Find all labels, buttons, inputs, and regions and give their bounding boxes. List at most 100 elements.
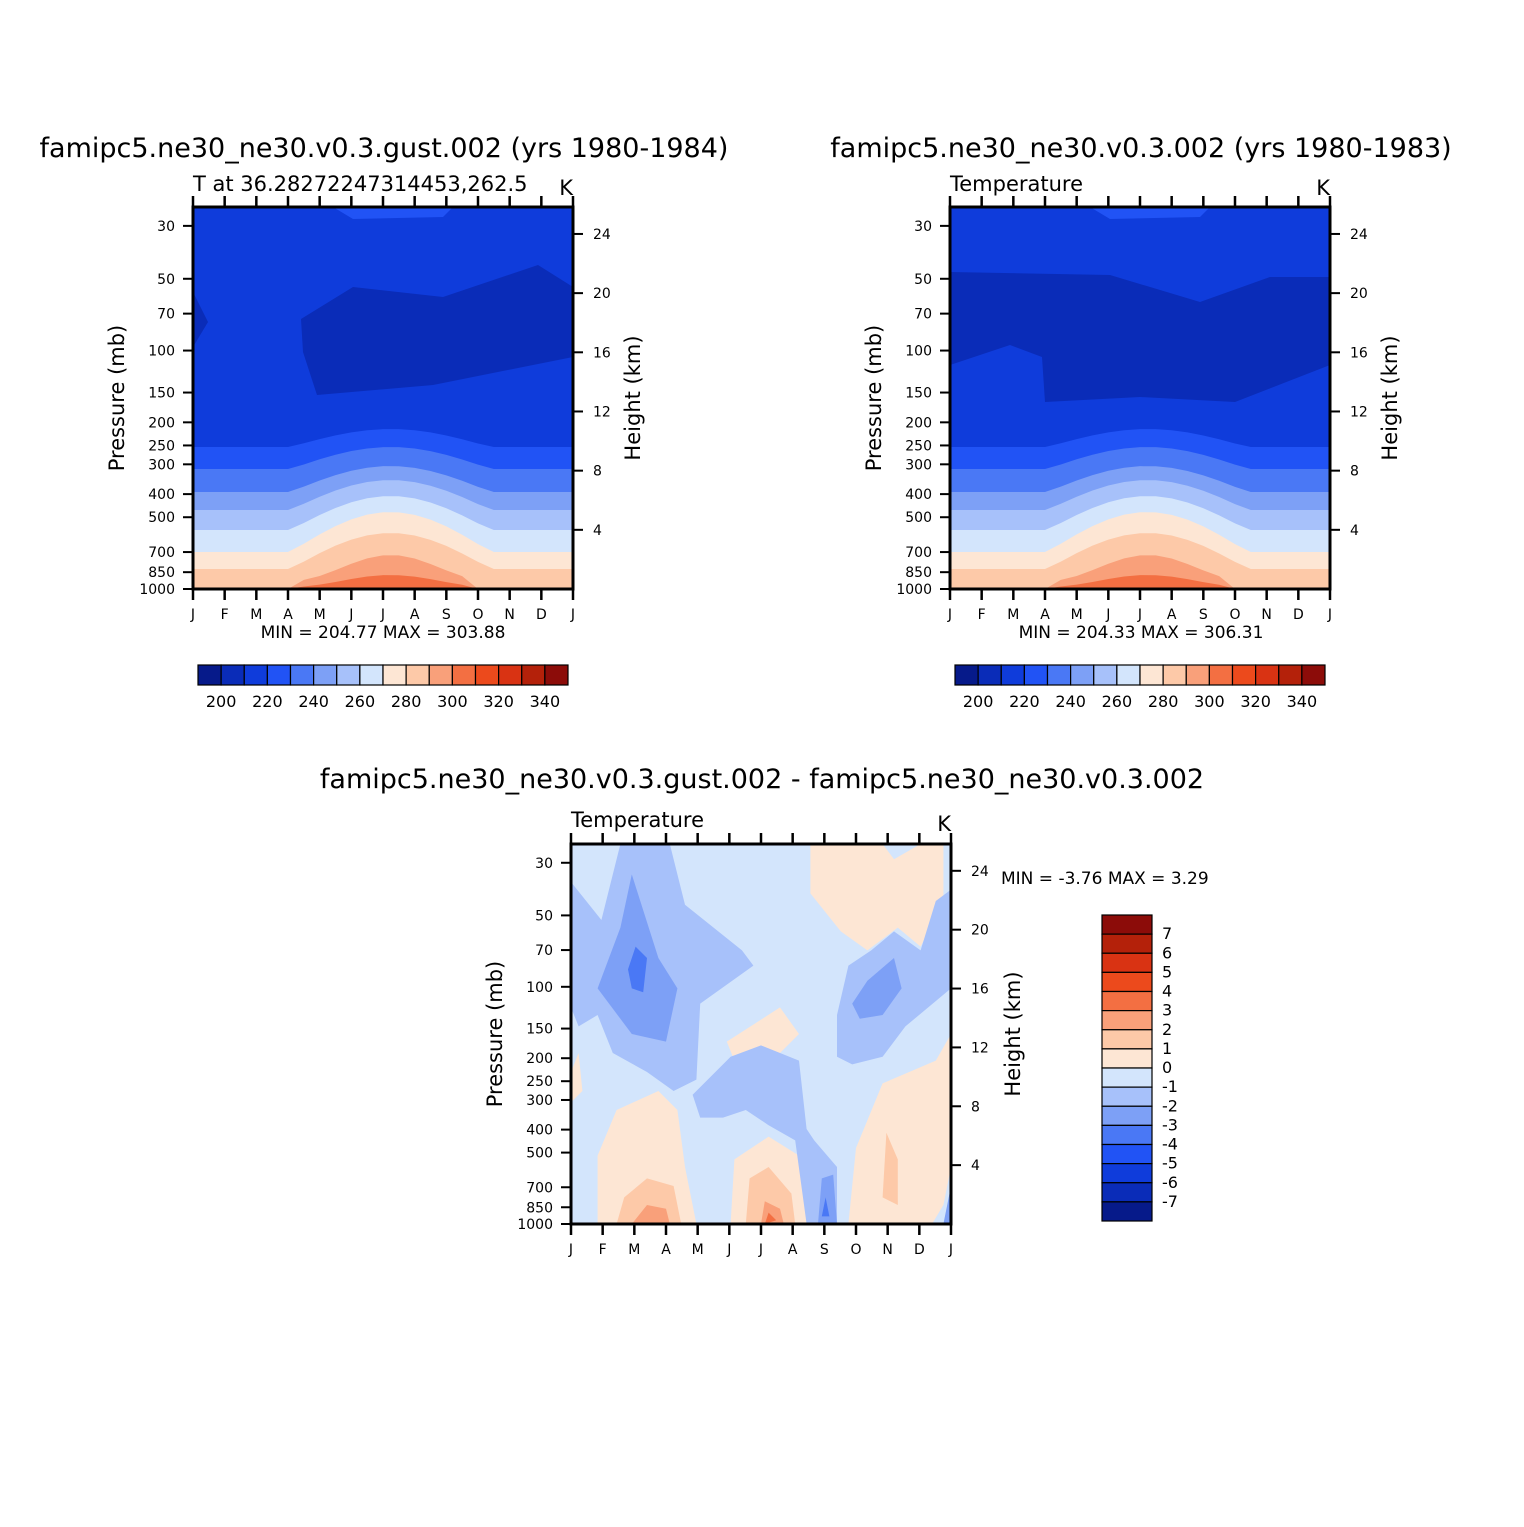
contour-band	[726, 1007, 799, 1065]
x-tick-label: S	[820, 1242, 829, 1258]
x-tick-label: J	[1105, 607, 1110, 623]
x-tick-label: J	[190, 607, 195, 623]
colorbar-swatch	[336, 664, 361, 686]
colorbar-swatch	[266, 664, 292, 686]
y-tick-label: 150	[148, 386, 175, 402]
contour-band	[950, 555, 1330, 589]
y-right-axis-label: Height (km)	[1378, 335, 1402, 460]
y-right-tick-label: 20	[971, 923, 989, 939]
x-tick-label: D	[914, 1242, 925, 1258]
contour-band	[821, 1197, 830, 1217]
colorbar-swatch	[382, 664, 407, 686]
colorbar-label: 200	[206, 692, 237, 711]
y-tick-label: 850	[148, 565, 175, 581]
y-tick-label: 500	[148, 510, 175, 526]
colorbar-swatch	[1101, 990, 1153, 1012]
colorbar-swatch	[1023, 664, 1049, 686]
colorbar-label: 320	[483, 692, 514, 711]
colorbar-swatch	[474, 664, 500, 686]
colorbar-swatch	[1101, 1086, 1153, 1107]
colorbar-swatch	[1185, 664, 1210, 686]
y-right-axis-label: Height (km)	[621, 335, 645, 460]
colorbar-label: 240	[1055, 692, 1086, 711]
y-tick-label: 200	[526, 1051, 553, 1067]
contour-band	[571, 1053, 583, 1103]
contour-band	[810, 844, 944, 951]
contour-band	[950, 272, 1330, 402]
colorbar-swatch	[1162, 664, 1187, 686]
x-tick-label: J	[1327, 607, 1332, 623]
contour-band	[333, 207, 453, 219]
contour-band	[882, 1132, 898, 1205]
colorbar-swatch	[220, 664, 245, 686]
chart-subtitle: Temperature	[570, 808, 704, 832]
colorbar-swatch	[544, 664, 569, 686]
colorbar-label: 300	[437, 692, 468, 711]
colorbar-label: 320	[1240, 692, 1271, 711]
colorbar-swatch	[1046, 664, 1072, 686]
colorbar-label: 5	[1162, 962, 1172, 981]
min-max-label: MIN = -3.76 MAX = 3.29	[1001, 869, 1209, 889]
colorbar-label: 340	[1287, 692, 1318, 711]
x-tick-label: J	[948, 1242, 953, 1258]
y-right-tick-label: 20	[593, 286, 611, 302]
colorbar-label: -6	[1162, 1173, 1178, 1192]
contour-field	[950, 207, 1330, 589]
y-tick-label: 400	[148, 487, 175, 503]
colorbar-swatch	[1101, 1201, 1153, 1222]
x-tick-label: A	[1040, 607, 1050, 623]
y-tick-label: 50	[535, 908, 553, 924]
x-tick-label: J	[947, 607, 952, 623]
contour-band	[301, 265, 573, 395]
x-tick-label: J	[570, 607, 575, 623]
contour-field	[571, 844, 951, 1224]
x-tick-label: A	[788, 1242, 798, 1258]
contour-band	[193, 292, 208, 347]
colorbar-label: -3	[1162, 1115, 1178, 1134]
contour-band	[193, 575, 573, 589]
x-tick-label: J	[1137, 607, 1142, 623]
colorbar-label: 240	[298, 692, 329, 711]
contour-band	[193, 555, 573, 589]
x-tick-label: D	[1293, 607, 1304, 623]
colorbar-swatch	[1101, 1010, 1153, 1031]
y-tick-label: 70	[914, 307, 932, 323]
contour-band	[628, 946, 647, 993]
y-tick-label: 100	[526, 980, 553, 996]
contour-band	[943, 1186, 951, 1224]
contour-band	[745, 1167, 796, 1224]
y-right-tick-label: 8	[971, 1099, 980, 1115]
y-tick-label: 300	[905, 457, 932, 473]
colorbar-label: 6	[1162, 943, 1172, 962]
y-tick-label: 850	[526, 1200, 553, 1216]
colorbar-swatch	[1278, 664, 1303, 686]
x-tick-label: N	[504, 607, 514, 623]
colorbar-swatch	[1101, 1124, 1153, 1146]
colorbar-swatch	[1101, 1048, 1153, 1069]
colorbar-label: -7	[1162, 1192, 1178, 1211]
colorbar-swatch	[1101, 1105, 1153, 1126]
colorbar-label: -2	[1162, 1096, 1178, 1115]
x-tick-label: M	[628, 1242, 640, 1258]
colorbar-swatch	[289, 664, 315, 686]
x-tick-label: A	[410, 607, 420, 623]
colorbar-swatch	[498, 664, 523, 686]
y-axis-label: Pressure (mb)	[105, 325, 129, 472]
contour-band	[852, 958, 902, 1019]
y-right-tick-label: 24	[1350, 227, 1368, 243]
colorbar-swatch	[428, 664, 453, 686]
x-tick-label: S	[1199, 607, 1208, 623]
colorbar-swatch	[1101, 971, 1153, 993]
y-axis-label: Pressure (mb)	[483, 961, 507, 1108]
x-tick-label: J	[348, 607, 353, 623]
y-tick-label: 1000	[896, 582, 932, 598]
colorbar-swatch	[1116, 664, 1141, 686]
y-right-tick-label: 16	[971, 982, 989, 998]
colorbar-swatch	[1301, 664, 1326, 686]
y-tick-label: 500	[905, 510, 932, 526]
colorbar-swatch	[1070, 664, 1095, 686]
x-tick-label: O	[472, 607, 483, 623]
x-tick-label: M	[314, 607, 326, 623]
chart-title: famipc5.ne30_ne30.v0.3.002 (yrs 1980-198…	[830, 133, 1451, 164]
